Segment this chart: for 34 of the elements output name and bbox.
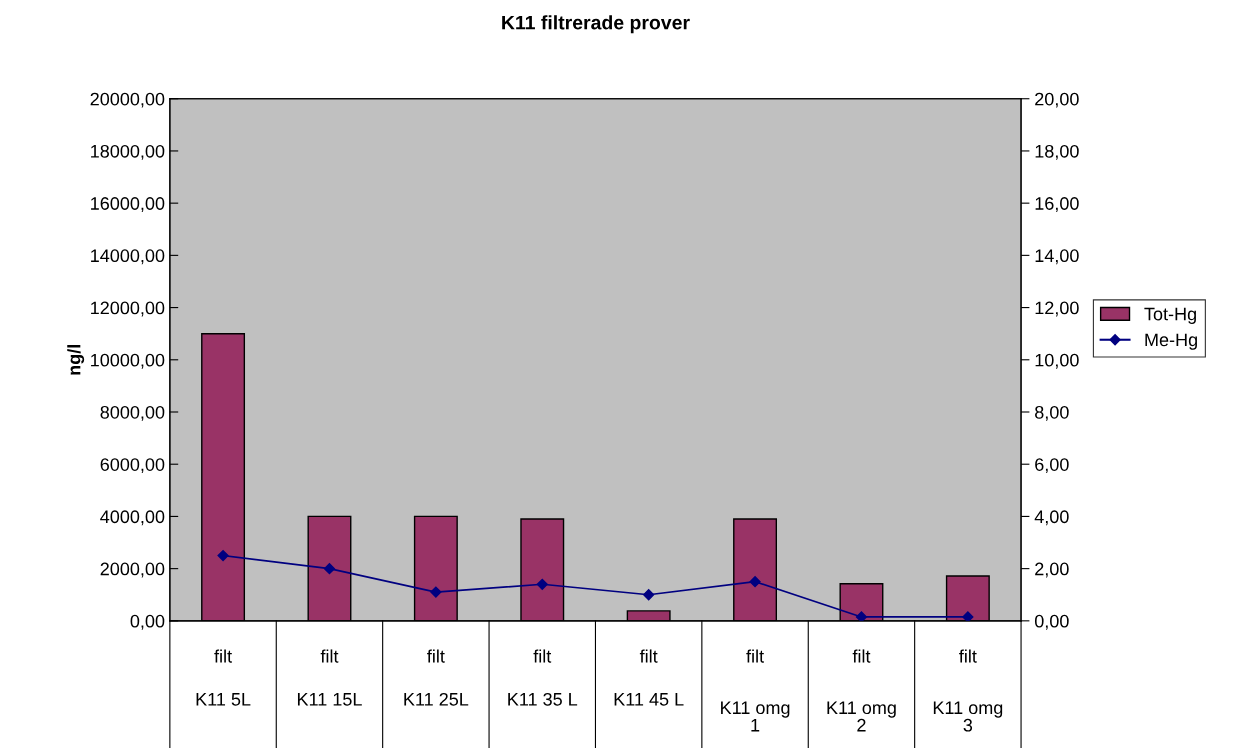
y2-tick-label: 16,00 <box>1035 197 1079 213</box>
y2-tick-label: 8,00 <box>1035 405 1069 421</box>
y-tick-label: 18000,00 <box>91 144 165 160</box>
category-label: filt K11 45 L <box>614 649 684 706</box>
y-tick-label: 0,00 <box>130 614 165 630</box>
y-tick-label: 10000,00 <box>91 353 165 369</box>
y2-tick-label: 2,00 <box>1035 562 1069 578</box>
y2-tick-label: 6,00 <box>1035 458 1069 474</box>
category-label: filt K11 omg 1 <box>721 649 790 732</box>
y2-tick-label: 0,00 <box>1034 614 1069 630</box>
y2-tick-label: 18,00 <box>1035 144 1079 160</box>
category-label: filt K11 omg 3 <box>933 649 1003 732</box>
y-tick-label: 14000,00 <box>91 249 165 265</box>
y-tick-label: 2000,00 <box>100 562 165 578</box>
category-label: filt K11 omg 2 <box>827 649 896 732</box>
y-tick-label: 12000,00 <box>91 301 165 317</box>
y-axis-title: ng/l <box>67 345 85 375</box>
category-label: filt K11 15L <box>297 649 362 706</box>
chart-title: K11 filtrerade prover <box>502 15 690 34</box>
y2-tick-label: 20,00 <box>1035 92 1079 108</box>
category-label: filt K11 35 L <box>508 649 578 706</box>
y-tick-label: 8000,00 <box>100 405 165 421</box>
y-tick-label: 16000,00 <box>91 197 165 213</box>
y2-tick-label: 10,00 <box>1035 353 1079 369</box>
legend-label: Tot-Hg <box>1144 307 1196 324</box>
y-tick-label: 6000,00 <box>100 458 165 474</box>
legend-label: Me-Hg <box>1145 333 1197 350</box>
category-label: filt K11 25L <box>404 649 469 706</box>
y2-tick-label: 4,00 <box>1034 510 1069 526</box>
y-tick-label: 4000,00 <box>100 510 165 526</box>
y-tick-label: 20000,00 <box>90 92 165 108</box>
category-label: filt K11 5L <box>196 649 251 706</box>
y2-tick-label: 14,00 <box>1035 249 1079 265</box>
y2-tick-label: 12,00 <box>1035 301 1079 317</box>
